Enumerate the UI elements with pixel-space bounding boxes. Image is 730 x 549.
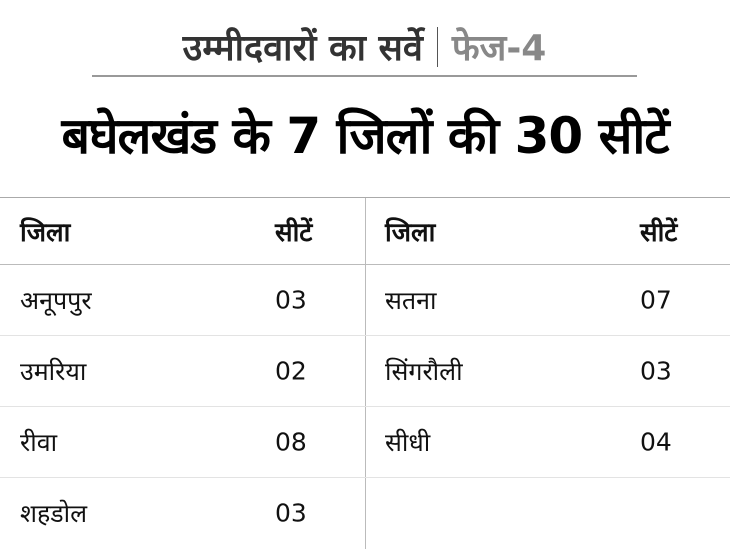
- table-row: रीवा 08: [0, 407, 365, 478]
- seat-count: 08: [275, 427, 307, 457]
- page-title: बघेलखंड के 7 जिलों की 30 सीटें: [61, 107, 669, 165]
- kicker-heading: उम्मीदवारों का सर्वे फेज-4: [92, 18, 637, 77]
- seat-count: 03: [275, 285, 307, 315]
- table-row: सतना 07: [365, 265, 730, 336]
- kicker-main: उम्मीदवारों का सर्वे: [182, 28, 423, 69]
- district-name: सीधी: [385, 428, 431, 457]
- district-name: अनूपपुर: [20, 286, 92, 315]
- table-left-half: जिला सीटें अनूपपुर 03 उमरिया 02 रीवा 08 …: [0, 198, 366, 549]
- district-name: सिंगरौली: [385, 357, 463, 386]
- table-row: शहडोल 03: [0, 478, 365, 548]
- table-header: जिला सीटें: [365, 198, 730, 265]
- kicker-phase: फेज-4: [451, 28, 547, 69]
- seats-table: जिला सीटें अनूपपुर 03 उमरिया 02 रीवा 08 …: [0, 197, 730, 549]
- kicker-divider: [436, 26, 438, 67]
- table-row: सिंगरौली 03: [365, 336, 730, 407]
- table-row: उमरिया 02: [0, 336, 365, 407]
- district-name: सतना: [385, 286, 437, 315]
- seat-count: 07: [640, 285, 672, 315]
- header-seats: सीटें: [275, 218, 313, 248]
- district-name: रीवा: [20, 428, 58, 457]
- table-header: जिला सीटें: [0, 198, 365, 265]
- table-row-empty: [365, 478, 730, 548]
- header-seats: सीटें: [640, 218, 678, 248]
- seat-count: 02: [275, 356, 307, 386]
- seat-count: 03: [640, 356, 672, 386]
- table-row: सीधी 04: [365, 407, 730, 478]
- district-name: उमरिया: [20, 357, 87, 386]
- table-right-half: जिला सीटें सतना 07 सिंगरौली 03 सीधी 04: [365, 198, 730, 549]
- header-district: जिला: [20, 218, 71, 248]
- header-district: जिला: [385, 218, 436, 248]
- district-name: शहडोल: [20, 499, 88, 528]
- seat-count: 04: [640, 427, 672, 457]
- seat-count: 03: [275, 498, 307, 528]
- table-row: अनूपपुर 03: [0, 265, 365, 336]
